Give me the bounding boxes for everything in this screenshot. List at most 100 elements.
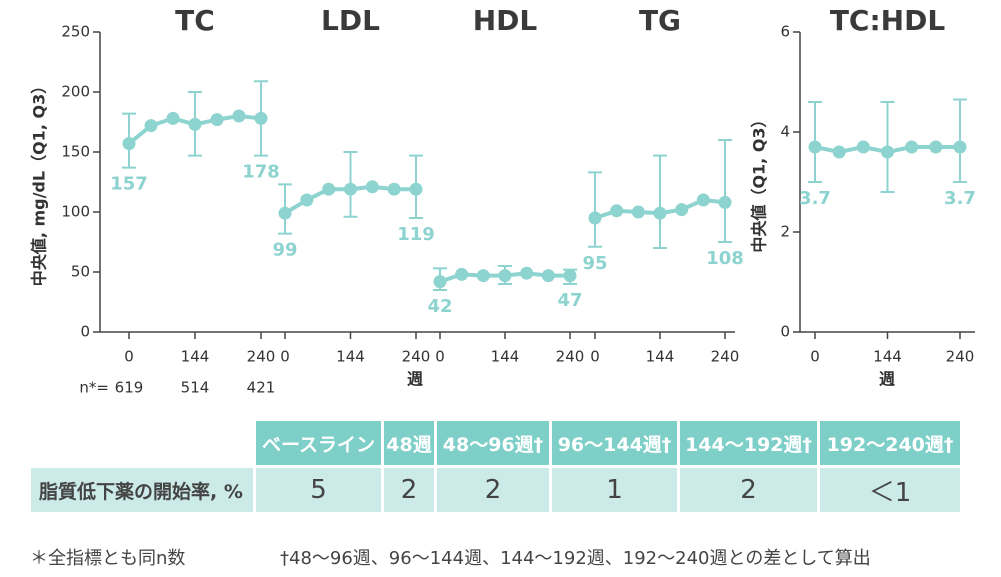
y-axis-label: 中央値（Q1, Q3） xyxy=(750,111,769,252)
table: ベースライン 48週 48～96週† 96～144週† 144～192週† 19… xyxy=(28,418,963,515)
n-value: 421 xyxy=(247,379,276,397)
data-label: 95 xyxy=(582,253,607,274)
empty-cell xyxy=(31,421,253,465)
x-tick-label: 240 xyxy=(247,348,276,366)
data-label: 178 xyxy=(242,162,280,183)
point xyxy=(409,182,423,196)
point xyxy=(433,275,447,289)
point xyxy=(365,180,379,194)
y-tick-label: 4 xyxy=(780,123,790,141)
x-tick-label: 240 xyxy=(556,348,585,366)
point xyxy=(188,117,202,131)
point xyxy=(653,206,667,220)
error-bar xyxy=(588,171,602,248)
panel-title: TC:HDL xyxy=(830,4,946,37)
point xyxy=(610,204,624,218)
panel-title: HDL xyxy=(473,4,538,37)
panel-title: TG xyxy=(639,4,681,37)
point xyxy=(210,113,224,127)
cell: ＜1 xyxy=(820,468,960,512)
x-tick-label: 144 xyxy=(336,348,365,366)
point xyxy=(808,140,822,154)
n-value: 514 xyxy=(181,379,210,397)
y-tick-label: 6 xyxy=(780,23,790,41)
point xyxy=(344,182,357,196)
error-bar xyxy=(718,139,732,243)
point xyxy=(631,205,645,219)
point xyxy=(905,140,919,154)
x-tick-label: 0 xyxy=(435,348,445,366)
panel-title: TC xyxy=(175,4,215,37)
error-bar xyxy=(653,154,667,249)
x-tick-label: 144 xyxy=(873,348,902,366)
header-cell: 96～144週† xyxy=(552,421,677,465)
data-label: 47 xyxy=(557,290,582,311)
cell: 1 xyxy=(552,468,677,512)
point xyxy=(588,211,602,225)
point xyxy=(520,266,534,280)
y-tick-label: 100 xyxy=(61,203,90,221)
point xyxy=(322,182,336,196)
header-cell: 48週 xyxy=(384,421,434,465)
point xyxy=(144,119,158,133)
y-tick-label: 50 xyxy=(71,263,90,281)
footnote: †48～96週、96～144週、144～192週、192～240週との差として算… xyxy=(280,548,871,569)
y-tick-label: 150 xyxy=(61,143,90,161)
point xyxy=(232,109,246,123)
point xyxy=(476,269,490,283)
point xyxy=(122,137,136,151)
x-tick-label: 240 xyxy=(402,348,431,366)
x-tick-label: 0 xyxy=(124,348,134,366)
table-header: ベースライン 48週 48～96週† 96～144週† 144～192週† 19… xyxy=(31,421,960,465)
data-label: 119 xyxy=(397,224,435,245)
header-cell: 144～192週† xyxy=(680,421,817,465)
point xyxy=(166,111,180,125)
cell: 5 xyxy=(256,468,381,512)
panel-title: LDL xyxy=(321,4,380,37)
point xyxy=(696,193,710,207)
x-axis-label: 週 xyxy=(407,370,423,389)
x-tick-label: 0 xyxy=(810,348,820,366)
point xyxy=(278,206,292,220)
y-tick-label: 250 xyxy=(61,23,90,41)
point xyxy=(455,267,469,281)
point xyxy=(675,203,689,217)
point xyxy=(498,269,512,283)
point xyxy=(387,182,401,196)
x-tick-label: 144 xyxy=(491,348,520,366)
x-tick-label: 144 xyxy=(646,348,675,366)
y-tick-label: 0 xyxy=(780,323,790,341)
y-tick-label: 0 xyxy=(80,323,90,341)
cell: 2 xyxy=(437,468,549,512)
row-label: 脂質低下薬の開始率, % xyxy=(31,468,253,512)
data-label: 157 xyxy=(110,174,148,195)
data-label: 42 xyxy=(427,296,452,317)
x-tick-label: 144 xyxy=(181,348,210,366)
point xyxy=(832,145,846,159)
y-tick-label: 200 xyxy=(61,83,90,101)
point xyxy=(856,140,870,154)
y-axis-label: 中央値, mg/dL（Q1, Q3） xyxy=(30,78,49,286)
point xyxy=(929,140,943,154)
point xyxy=(881,145,894,159)
header-cell: ベースライン xyxy=(256,421,381,465)
data-label: 99 xyxy=(272,240,297,261)
point xyxy=(718,195,732,209)
point xyxy=(300,193,314,207)
data-label: 3.7 xyxy=(944,188,976,209)
x-tick-label: 0 xyxy=(590,348,600,366)
data-label: 3.7 xyxy=(799,188,831,209)
point xyxy=(254,111,268,125)
header-cell: 48～96週† xyxy=(437,421,549,465)
n-value: 619 xyxy=(115,379,144,397)
table-row: 脂質低下薬の開始率, % 5 2 2 1 2 ＜1 xyxy=(31,468,960,512)
point xyxy=(563,269,577,283)
x-axis-label: 週 xyxy=(879,370,895,389)
point xyxy=(541,269,555,283)
y-tick-label: 2 xyxy=(780,223,790,241)
x-tick-label: 0 xyxy=(280,348,290,366)
data-label: 108 xyxy=(706,248,744,269)
header-cell: 192～240週† xyxy=(820,421,960,465)
